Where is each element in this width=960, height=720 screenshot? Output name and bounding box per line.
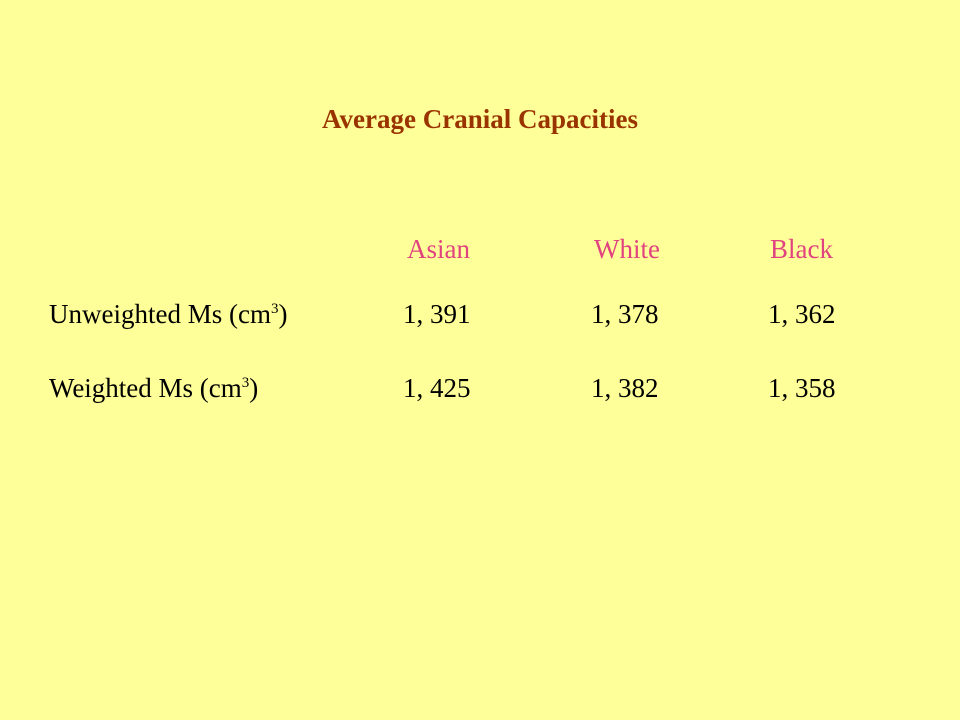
row-label-unweighted: Unweighted Ms (cm3) — [49, 299, 287, 330]
superscript-3: 3 — [241, 375, 250, 391]
slide-title: Average Cranial Capacities — [322, 104, 638, 134]
row-label-close: ) — [278, 299, 288, 329]
column-header-white: White — [594, 234, 660, 264]
cell-weighted-asian: 1, 425 — [403, 373, 471, 403]
row-label-text: Weighted Ms (cm — [49, 373, 242, 403]
row-label-text: Unweighted Ms (cm — [49, 299, 271, 329]
cell-unweighted-asian: 1, 391 — [403, 299, 471, 329]
row-label-close: ) — [249, 373, 259, 403]
row-label-weighted: Weighted Ms (cm3) — [49, 373, 258, 404]
cell-weighted-black: 1, 358 — [768, 373, 836, 403]
cell-weighted-white: 1, 382 — [591, 373, 659, 403]
cell-unweighted-black: 1, 362 — [768, 299, 836, 329]
column-header-black: Black — [770, 234, 833, 264]
superscript-3: 3 — [270, 301, 279, 317]
column-header-asian: Asian — [407, 234, 470, 264]
cell-unweighted-white: 1, 378 — [591, 299, 659, 329]
